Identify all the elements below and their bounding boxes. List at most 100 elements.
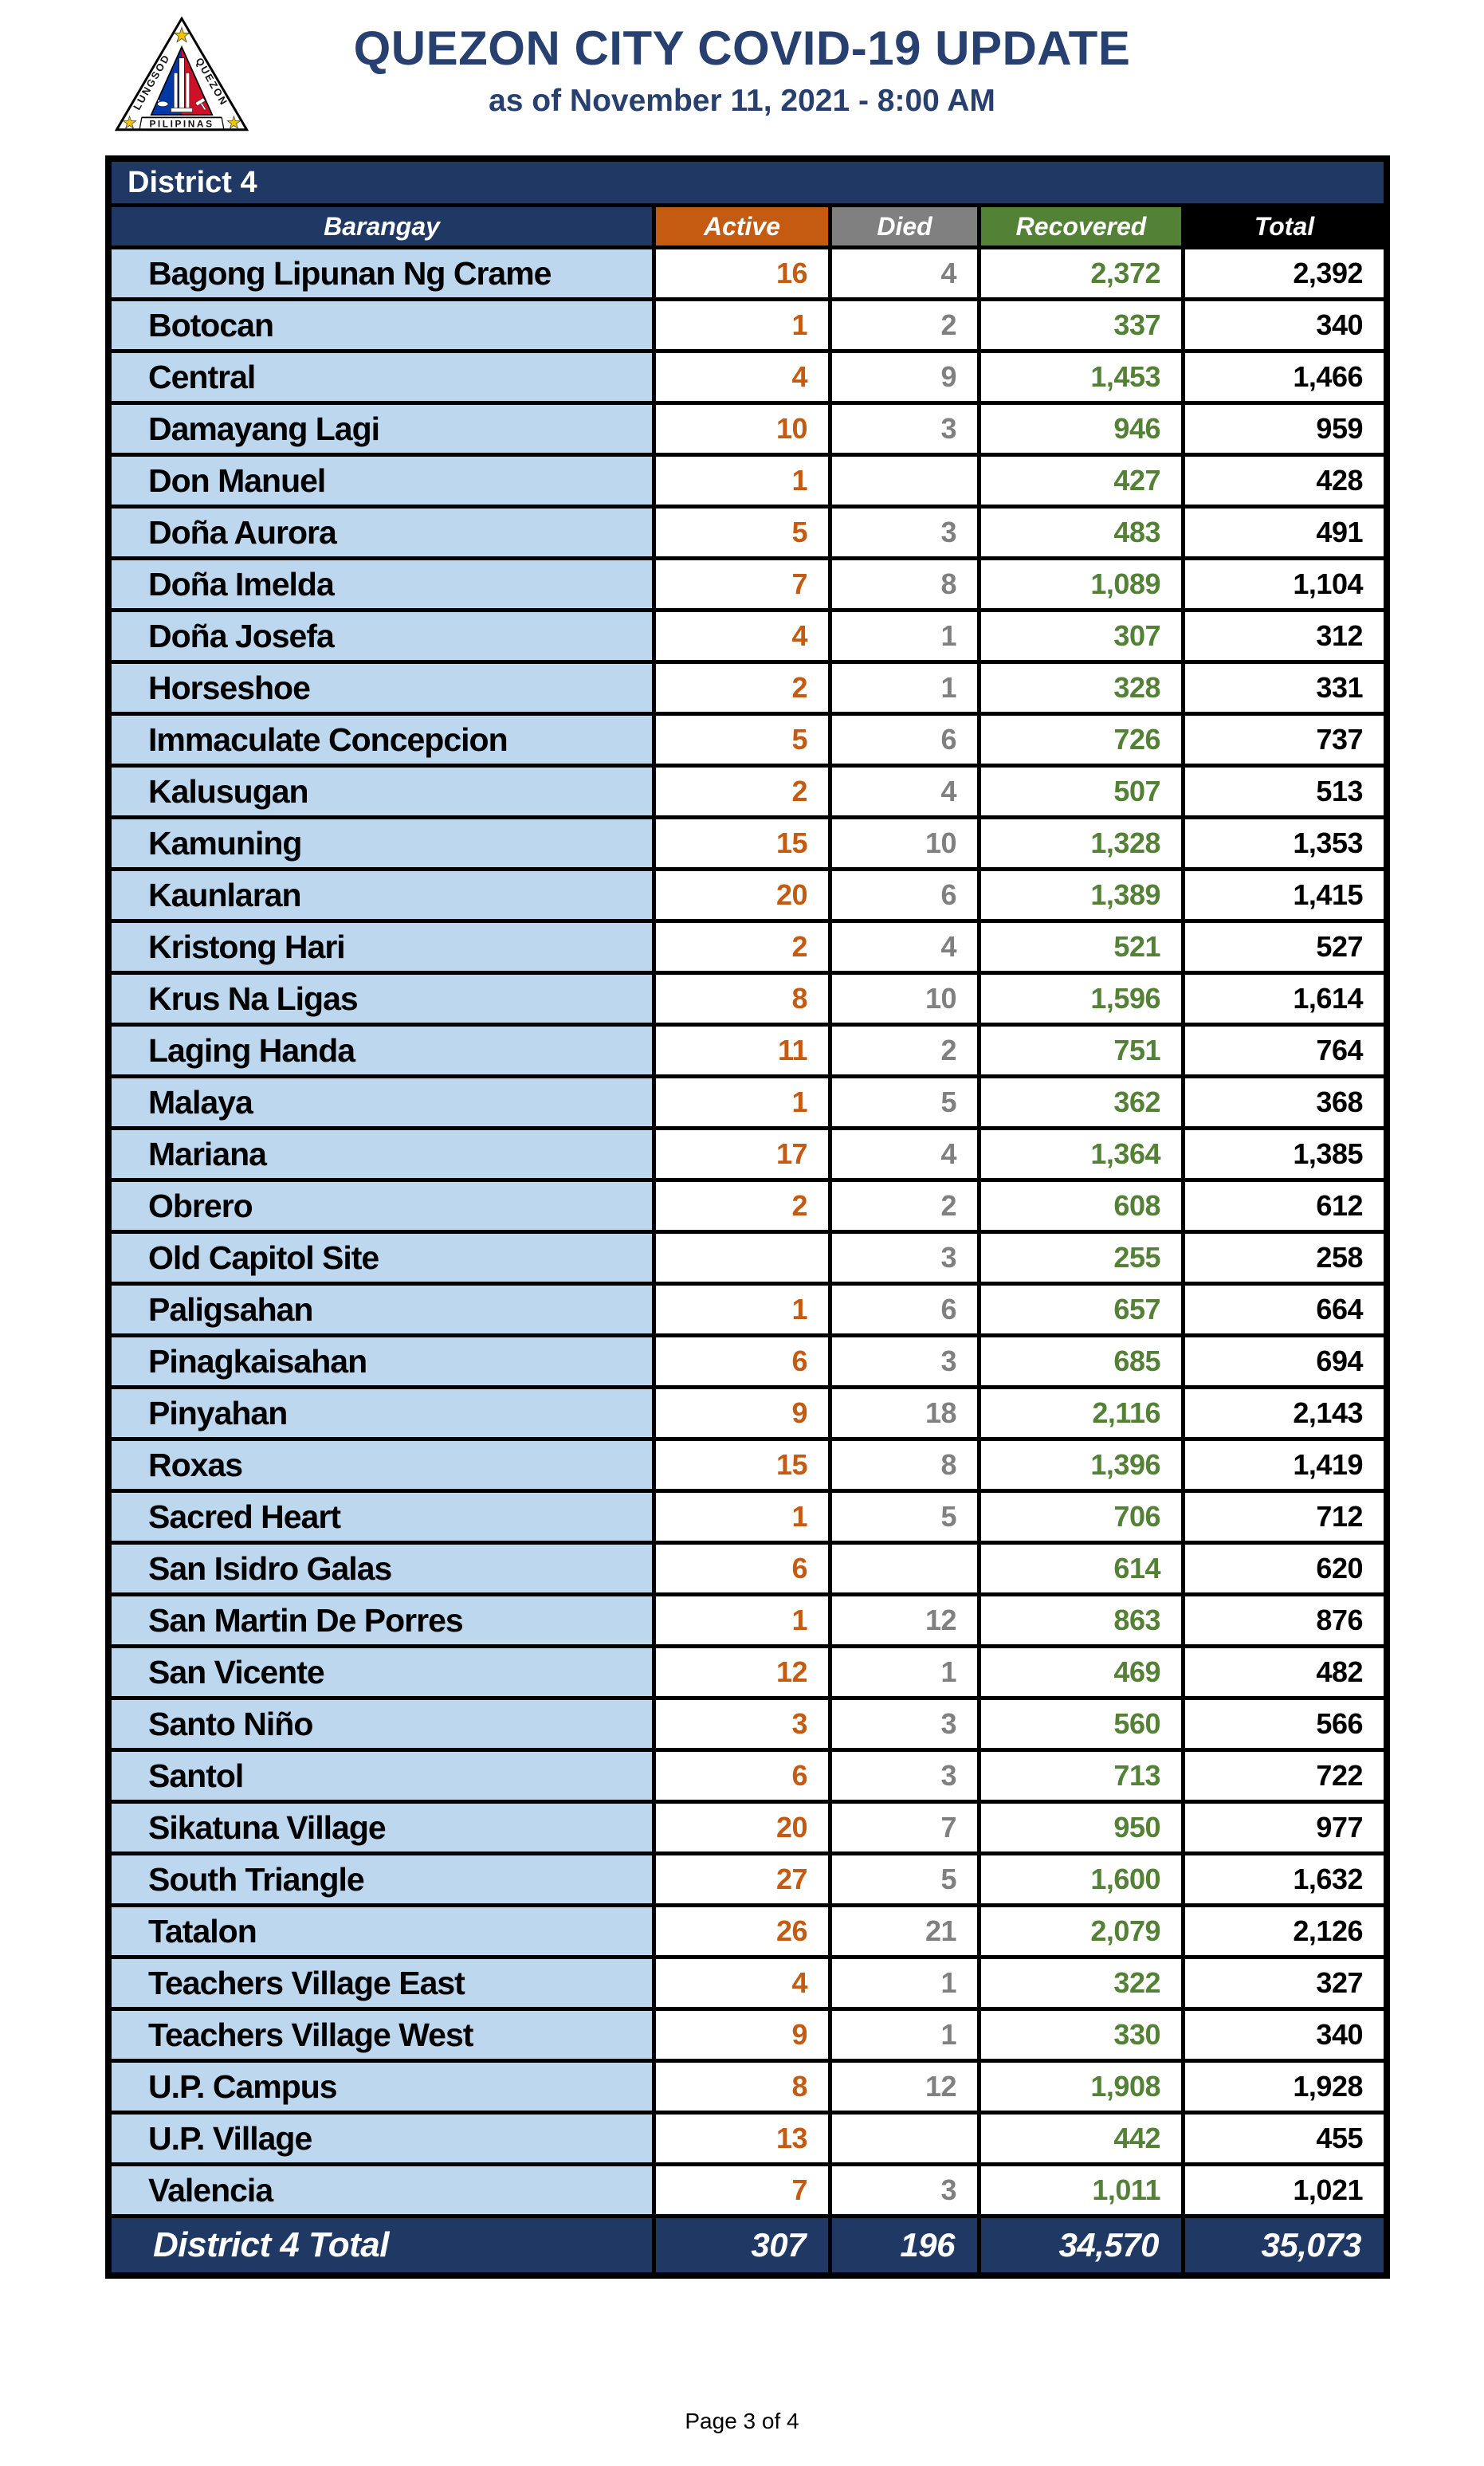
table-row: Don Manuel 1 427 428: [112, 457, 1384, 505]
report-header: QUEZON CITY COVID-19 UPDATE as of Novemb…: [0, 0, 1484, 119]
table-row: Laging Handa 11 2 751 764: [112, 1027, 1384, 1074]
active-count-cell: 1: [656, 1286, 828, 1333]
star-icon: [173, 26, 190, 43]
table-row: Doña Imelda 7 8 1,089 1,104: [112, 560, 1384, 608]
recovered-count-cell: 560: [981, 1700, 1181, 1748]
active-count-cell: 20: [656, 1804, 828, 1851]
table-row: Botocan 1 2 337 340: [112, 301, 1384, 349]
active-count-cell: 2: [656, 664, 828, 712]
table-row: Sikatuna Village 20 7 950 977: [112, 1804, 1384, 1851]
table-row: Kamuning 15 10 1,328 1,353: [112, 819, 1384, 867]
total-count-cell: 1,021: [1185, 2166, 1384, 2214]
active-count-cell: 13: [656, 2115, 828, 2162]
barangay-name-cell: Immaculate Concepcion: [112, 716, 652, 764]
recovered-count-cell: 1,600: [981, 1855, 1181, 1903]
barangay-name-cell: Botocan: [112, 301, 652, 349]
table-row: Teachers Village West 9 1 330 340: [112, 2011, 1384, 2059]
died-count-cell: 8: [832, 560, 977, 608]
active-count-cell: 8: [656, 975, 828, 1023]
table-row: San Vicente 12 1 469 482: [112, 1648, 1384, 1696]
district-4-table: District 4 Barangay Active Died Recovere…: [105, 155, 1390, 2279]
gavel-icon: [194, 97, 206, 111]
active-count-cell: 8: [656, 2063, 828, 2111]
recovered-count-cell: 2,116: [981, 1389, 1181, 1437]
table-row: U.P. Village 13 442 455: [112, 2115, 1384, 2162]
died-count-cell: 5: [832, 1493, 977, 1541]
died-count-cell: 10: [832, 819, 977, 867]
column-header-recovered: Recovered: [981, 207, 1181, 245]
recovered-count-cell: 1,364: [981, 1130, 1181, 1178]
table-row: Obrero 2 2 608 612: [112, 1182, 1384, 1230]
active-count-cell: 4: [656, 1959, 828, 2007]
active-count-cell: 27: [656, 1855, 828, 1903]
died-count-cell: 6: [832, 716, 977, 764]
district-total-recovered: 34,570: [981, 2218, 1181, 2272]
barangay-name-cell: Kalusugan: [112, 768, 652, 815]
died-count-cell: 12: [832, 2063, 977, 2111]
barangay-name-cell: Central: [112, 353, 652, 401]
recovered-count-cell: 1,396: [981, 1441, 1181, 1489]
barangay-name-cell: Damayang Lagi: [112, 405, 652, 453]
total-count-cell: 1,632: [1185, 1855, 1384, 1903]
total-count-cell: 513: [1185, 768, 1384, 815]
recovered-count-cell: 1,089: [981, 560, 1181, 608]
total-count-cell: 340: [1185, 301, 1384, 349]
died-count-cell: 8: [832, 1441, 977, 1489]
table-row: Doña Josefa 4 1 307 312: [112, 612, 1384, 660]
died-count-cell: 3: [832, 1700, 977, 1748]
barangay-name-cell: Paligsahan: [112, 1286, 652, 1333]
table-row: Teachers Village East 4 1 322 327: [112, 1959, 1384, 2007]
recovered-count-cell: 1,011: [981, 2166, 1181, 2214]
table-row: San Isidro Galas 6 614 620: [112, 1545, 1384, 1592]
recovered-count-cell: 255: [981, 1234, 1181, 1282]
total-count-cell: 455: [1185, 2115, 1384, 2162]
died-count-cell: 10: [832, 975, 977, 1023]
active-count-cell: 4: [656, 612, 828, 660]
barangay-name-cell: Tatalon: [112, 1907, 652, 1955]
died-count-cell: 3: [832, 405, 977, 453]
page-subtitle: as of November 11, 2021 - 8:00 AM: [489, 84, 995, 118]
died-count-cell: 5: [832, 1855, 977, 1903]
active-count-cell: 26: [656, 1907, 828, 1955]
seal-band-left-divider: [139, 117, 143, 129]
recovered-count-cell: 608: [981, 1182, 1181, 1230]
total-count-cell: 764: [1185, 1027, 1384, 1074]
barangay-name-cell: Don Manuel: [112, 457, 652, 505]
barangay-name-cell: Roxas: [112, 1441, 652, 1489]
table-row: Malaya 1 5 362 368: [112, 1078, 1384, 1126]
total-count-cell: 482: [1185, 1648, 1384, 1696]
table-row: Pinyahan 9 18 2,116 2,143: [112, 1389, 1384, 1437]
recovered-count-cell: 946: [981, 405, 1181, 453]
active-count-cell: 6: [656, 1752, 828, 1800]
total-count-cell: 977: [1185, 1804, 1384, 1851]
recovered-count-cell: 751: [981, 1027, 1181, 1074]
died-count-cell: 3: [832, 1752, 977, 1800]
column-header-row: Barangay Active Died Recovered Total: [112, 207, 1384, 245]
active-count-cell: 9: [656, 1389, 828, 1437]
recovered-count-cell: 726: [981, 716, 1181, 764]
barangay-name-cell: Teachers Village West: [112, 2011, 652, 2059]
died-count-cell: [832, 2115, 977, 2162]
table-row: Kaunlaran 20 6 1,389 1,415: [112, 871, 1384, 919]
total-count-cell: 876: [1185, 1596, 1384, 1644]
recovered-count-cell: 521: [981, 923, 1181, 971]
table-row: Santol 6 3 713 722: [112, 1752, 1384, 1800]
recovered-count-cell: 328: [981, 664, 1181, 712]
died-count-cell: [832, 1545, 977, 1592]
district-total-label: District 4 Total: [112, 2218, 652, 2272]
total-count-cell: 527: [1185, 923, 1384, 971]
barangay-name-cell: Laging Handa: [112, 1027, 652, 1074]
total-count-cell: 340: [1185, 2011, 1384, 2059]
barangay-name-cell: Pinagkaisahan: [112, 1337, 652, 1385]
total-count-cell: 327: [1185, 1959, 1384, 2007]
total-count-cell: 1,385: [1185, 1130, 1384, 1178]
died-count-cell: 4: [832, 923, 977, 971]
active-count-cell: 17: [656, 1130, 828, 1178]
recovered-count-cell: 427: [981, 457, 1181, 505]
total-count-cell: 694: [1185, 1337, 1384, 1385]
total-count-cell: 1,415: [1185, 871, 1384, 919]
recovered-count-cell: 2,372: [981, 249, 1181, 297]
total-count-cell: 2,392: [1185, 249, 1384, 297]
barangay-name-cell: San Martin De Porres: [112, 1596, 652, 1644]
